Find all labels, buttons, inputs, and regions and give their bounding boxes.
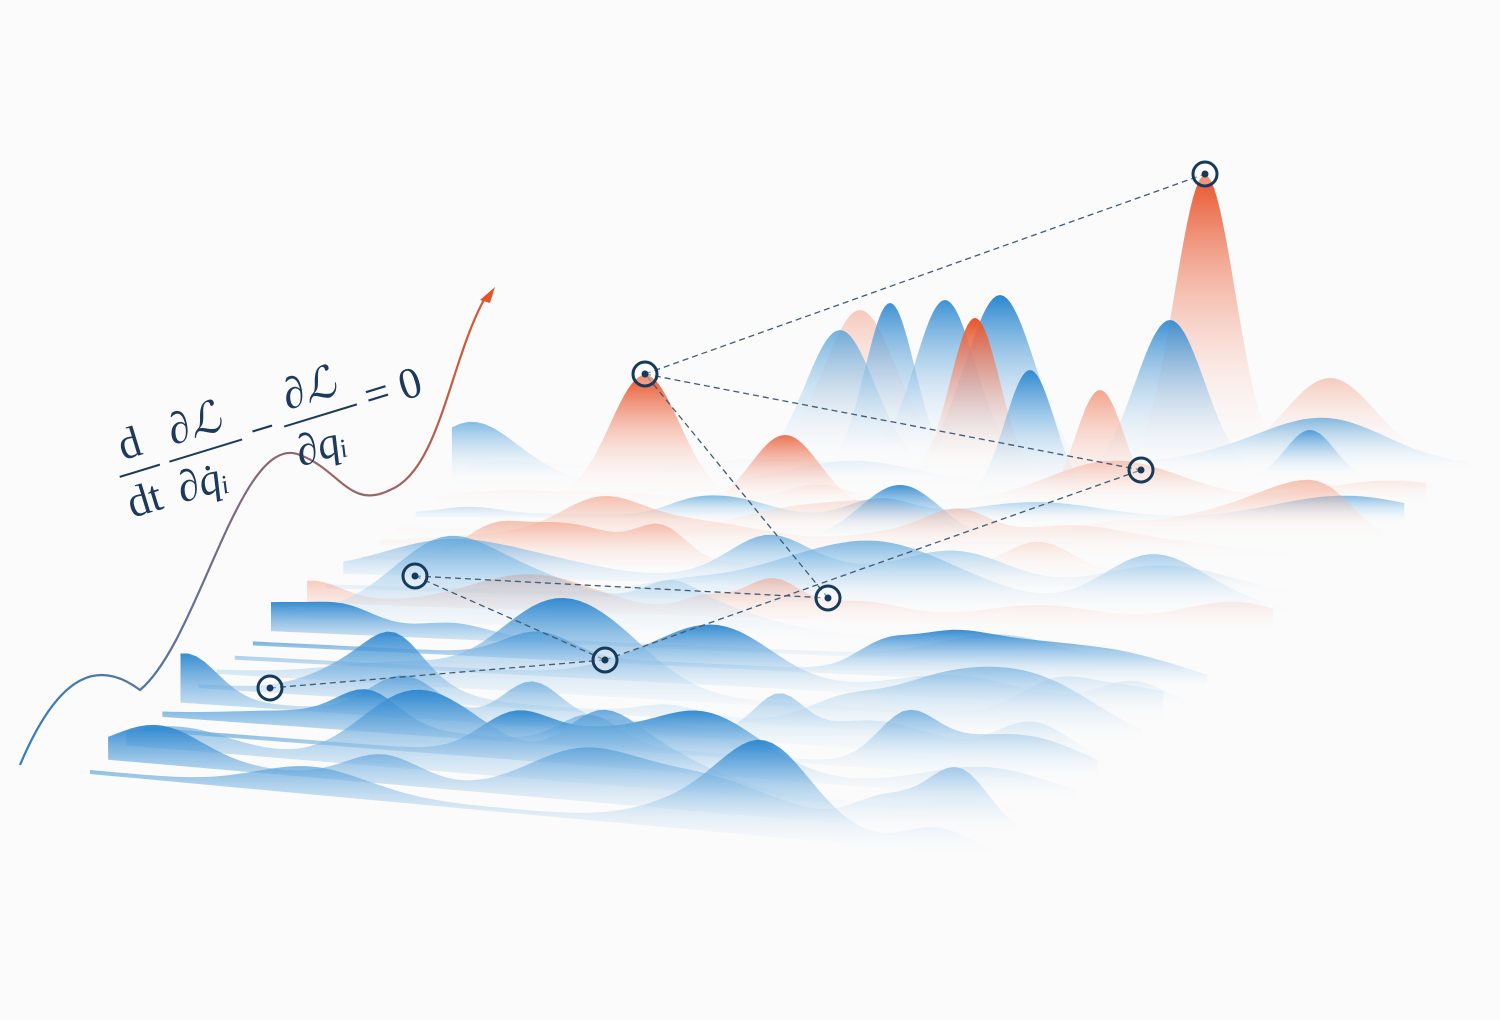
eq-equals: = 0 [358, 357, 428, 421]
marker-dot [1201, 170, 1209, 178]
dashed-link [269, 659, 606, 689]
marker-dot [601, 656, 609, 664]
ridge [361, 520, 1339, 581]
dashed-link [414, 575, 606, 661]
marker-dot [1137, 466, 1145, 474]
marker-dot [824, 594, 832, 602]
markers [256, 160, 1219, 702]
fraction-bar [283, 403, 358, 428]
ridge [90, 739, 1010, 859]
eq-dq: ∂qᵢ [289, 414, 352, 476]
marker-dot [266, 684, 274, 692]
arrow-head [480, 287, 495, 303]
eq-dl: ∂ℒ [276, 357, 343, 420]
eq-minus: − [243, 402, 281, 456]
eq-dl: ∂ℒ [161, 392, 228, 455]
trajectory-curve [18, 297, 486, 766]
peak [728, 330, 949, 470]
peak [533, 375, 754, 500]
peak [1230, 430, 1388, 480]
dashed-link [604, 469, 1142, 661]
eq-dt: dt [121, 471, 168, 528]
dashed-link [644, 373, 1142, 471]
fraction-bar [169, 438, 243, 463]
links [269, 173, 1206, 689]
ridge [433, 460, 1427, 507]
peak [1020, 390, 1178, 510]
ridge [451, 421, 1449, 489]
fraction-bar [119, 463, 161, 478]
equation: d dt ∂ℒ ∂q̇ᵢ − ∂ℒ ∂qᵢ = 0 [112, 357, 428, 528]
dashed-link [644, 173, 1206, 375]
dashed-link [414, 575, 829, 599]
peak [673, 435, 894, 510]
marker-dot [641, 370, 649, 378]
ridge [325, 540, 1295, 618]
marker-dot [411, 572, 419, 580]
eq-d: d [112, 416, 147, 469]
dashed-link [644, 373, 829, 599]
eq-dqdot: ∂q̇ᵢ [171, 451, 234, 513]
ridges [90, 175, 1470, 859]
